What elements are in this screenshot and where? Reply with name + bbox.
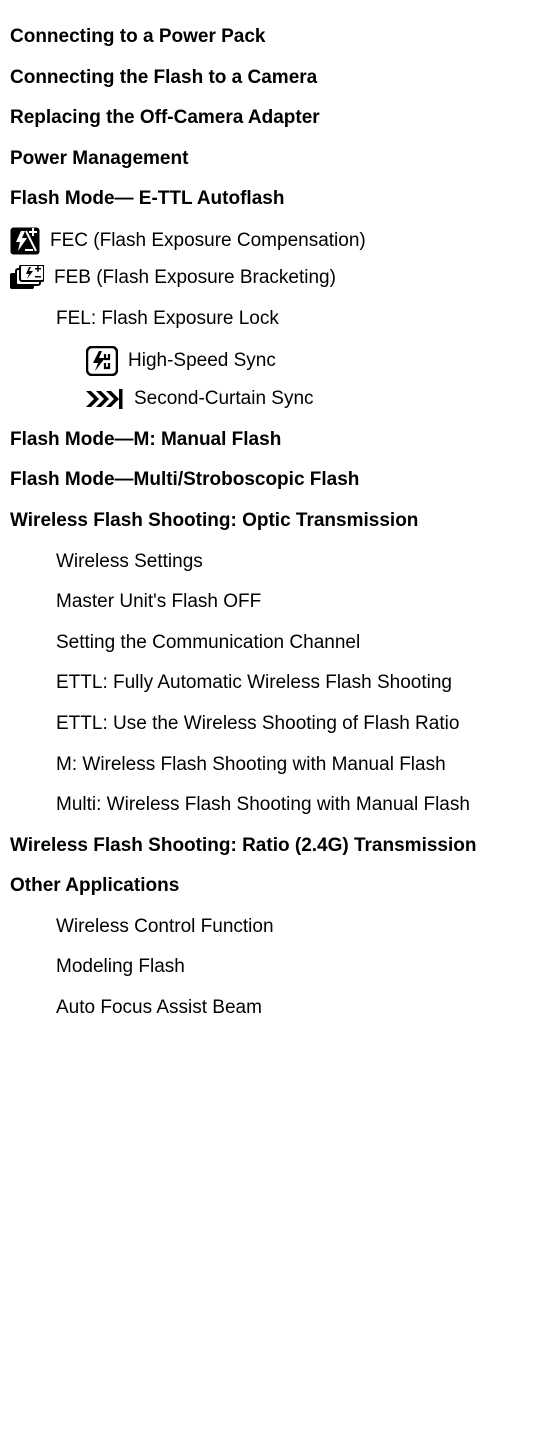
second-curtain-icon: [86, 388, 124, 410]
heading-wireless-optic: Wireless Flash Shooting: Optic Transmiss…: [10, 508, 545, 535]
feb-label: FEB (Flash Exposure Bracketing): [54, 265, 336, 292]
heading-mode-multi: Flash Mode—Multi/Stroboscopic Flash: [10, 467, 545, 494]
row-feb: FEB (Flash Exposure Bracketing): [10, 265, 545, 292]
row-fec: FEC (Flash Exposure Compensation): [10, 227, 545, 255]
row-optic-ettl-auto: ETTL: Fully Automatic Wireless Flash Sho…: [56, 670, 545, 697]
heading-other-apps: Other Applications: [10, 873, 545, 900]
row-optic-master-off: Master Unit's Flash OFF: [56, 589, 545, 616]
row-other-modeling: Modeling Flash: [56, 954, 545, 981]
row-fel: FEL: Flash Exposure Lock: [56, 306, 545, 333]
fec-label: FEC (Flash Exposure Compensation): [50, 228, 366, 255]
row-curtain2: Second-Curtain Sync: [86, 386, 545, 413]
row-optic-m: M: Wireless Flash Shooting with Manual F…: [56, 752, 545, 779]
heading-power-mgmt: Power Management: [10, 146, 545, 173]
heading-replace-adapter: Replacing the Off-Camera Adapter: [10, 105, 545, 132]
row-other-af-assist: Auto Focus Assist Beam: [56, 995, 545, 1022]
row-hss: High-Speed Sync: [86, 346, 545, 376]
row-optic-ettl-ratio: ETTL: Use the Wireless Shooting of Flash…: [56, 711, 545, 738]
row-optic-settings: Wireless Settings: [56, 549, 545, 576]
fec-icon: [10, 227, 40, 255]
heading-power-pack: Connecting to a Power Pack: [10, 24, 545, 51]
curtain2-label: Second-Curtain Sync: [134, 386, 314, 413]
feb-icon: [10, 265, 44, 291]
hss-icon: [86, 346, 118, 376]
hss-label: High-Speed Sync: [128, 348, 276, 375]
heading-wireless-ratio: Wireless Flash Shooting: Ratio (2.4G) Tr…: [10, 833, 545, 860]
row-other-wireless-ctrl: Wireless Control Function: [56, 914, 545, 941]
heading-mode-ettl: Flash Mode— E-TTL Autoflash: [10, 186, 545, 213]
row-optic-channel: Setting the Communication Channel: [56, 630, 545, 657]
heading-flash-camera: Connecting the Flash to a Camera: [10, 65, 545, 92]
row-optic-multi: Multi: Wireless Flash Shooting with Manu…: [56, 792, 545, 819]
heading-mode-m: Flash Mode—M: Manual Flash: [10, 427, 545, 454]
